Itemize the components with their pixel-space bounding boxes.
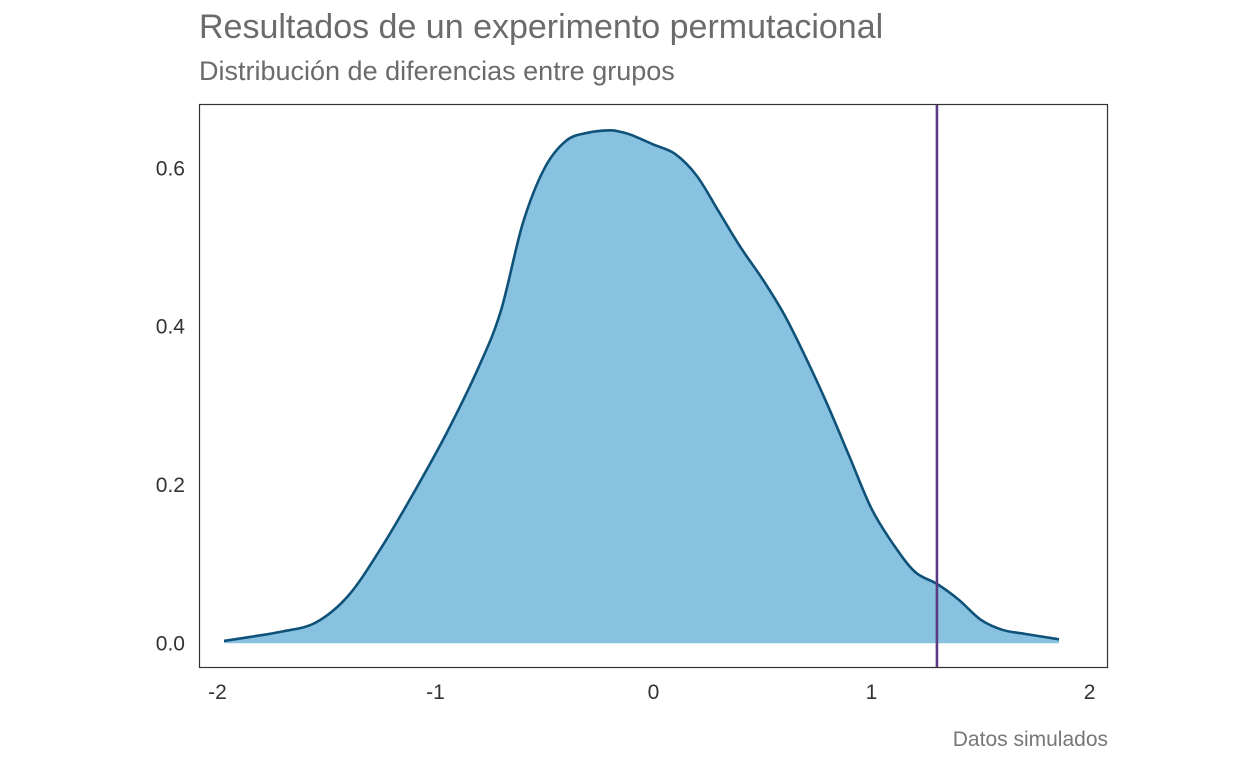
chart-caption: Datos simulados: [952, 728, 1108, 751]
x-tick-label: -1: [426, 681, 445, 704]
x-tick-label: 0: [648, 681, 660, 704]
density-curve: [223, 129, 1060, 643]
x-tick-label: 1: [866, 681, 878, 704]
y-tick-label: 0.4: [156, 316, 186, 339]
chart-subtitle: Distribución de diferencias entre grupos: [199, 56, 675, 86]
x-tick-label: -2: [208, 681, 227, 704]
density-area: [223, 130, 1060, 644]
x-tick-label: 2: [1084, 681, 1096, 704]
y-tick-label: 0.2: [156, 474, 185, 497]
y-tick-label: 0.0: [156, 632, 185, 655]
panel-frame: [198, 103, 1109, 669]
y-axis-ticks: 0.0 0.2 0.4 0.6: [156, 157, 186, 655]
plot-marks: [223, 105, 1060, 667]
chart-title: Resultados de un experimento permutacion…: [199, 8, 884, 46]
y-tick-label: 0.6: [156, 157, 185, 180]
x-axis-ticks: -2 -1 0 1 2: [208, 681, 1095, 704]
